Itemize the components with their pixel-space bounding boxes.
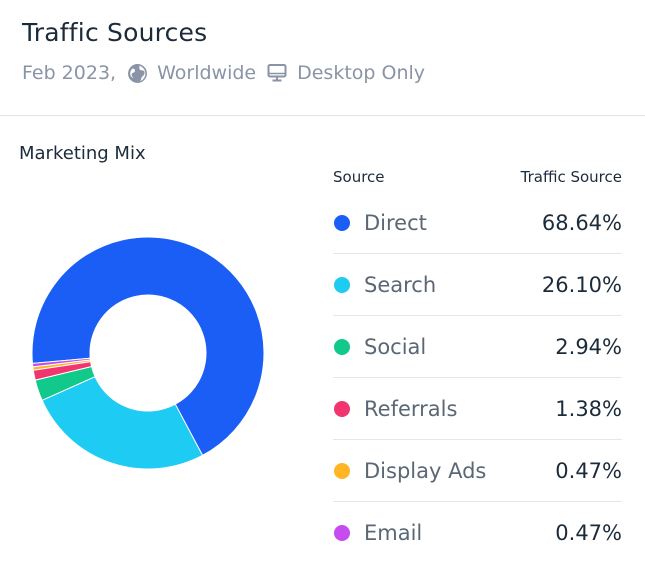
- traffic-table: Source Traffic Source Direct 68.64% Search…: [333, 168, 622, 563]
- donut-slice-search[interactable]: [41, 376, 204, 470]
- table-row[interactable]: Search 26.10%: [333, 254, 622, 316]
- source-value: 0.47%: [555, 458, 622, 483]
- donut-slice-direct[interactable]: [31, 236, 265, 457]
- page-title: Traffic Sources: [22, 18, 208, 47]
- donut-slice-email[interactable]: [31, 357, 91, 368]
- legend-dot: [334, 338, 350, 355]
- source-name: Social: [364, 334, 427, 359]
- source-value: 2.94%: [555, 334, 622, 359]
- globe-icon: [126, 62, 148, 84]
- source-name: Search: [364, 272, 437, 297]
- legend-dot: [334, 400, 350, 417]
- legend-dot: [334, 462, 350, 479]
- source-value: 26.10%: [541, 272, 622, 297]
- table-row[interactable]: Direct 68.64%: [333, 192, 622, 254]
- device-label: Desktop Only: [297, 62, 426, 84]
- row-label-group: Referrals: [333, 397, 457, 421]
- table-row[interactable]: Display Ads 0.47%: [333, 440, 622, 502]
- section-title: Marketing Mix: [19, 143, 146, 164]
- row-label-group: Email: [333, 521, 422, 545]
- row-label-group: Direct: [333, 211, 427, 235]
- header: Traffic Sources Feb 2023, Worldwide Desk…: [0, 0, 645, 116]
- source-name: Display Ads: [364, 458, 487, 483]
- donut-chart: [31, 236, 265, 470]
- column-header-traffic: Traffic Source: [520, 168, 622, 186]
- source-name: Direct: [364, 210, 427, 235]
- table-row[interactable]: Referrals 1.38%: [333, 378, 622, 440]
- legend-dot: [334, 524, 350, 541]
- desktop-icon: [266, 62, 288, 84]
- source-value: 1.38%: [555, 396, 622, 421]
- legend-dot: [334, 214, 350, 231]
- source-name: Email: [364, 520, 423, 545]
- date-label: Feb 2023,: [22, 62, 117, 84]
- source-value: 0.47%: [555, 520, 622, 545]
- location-label: Worldwide: [157, 62, 257, 84]
- table-row[interactable]: Email 0.47%: [333, 502, 622, 563]
- filter-meta: Feb 2023, Worldwide Desktop Only: [22, 62, 425, 84]
- column-header-source: Source: [333, 168, 385, 186]
- legend-dot: [334, 276, 350, 293]
- source-name: Referrals: [364, 396, 458, 421]
- source-value: 68.64%: [541, 210, 622, 235]
- table-body: Direct 68.64% Search 26.10% Social 2.94% Refer…: [333, 192, 622, 563]
- row-label-group: Search: [333, 273, 436, 297]
- row-label-group: Display Ads: [333, 459, 486, 483]
- row-label-group: Social: [333, 335, 426, 359]
- table-header: Source Traffic Source: [333, 168, 622, 192]
- table-row[interactable]: Social 2.94%: [333, 316, 622, 378]
